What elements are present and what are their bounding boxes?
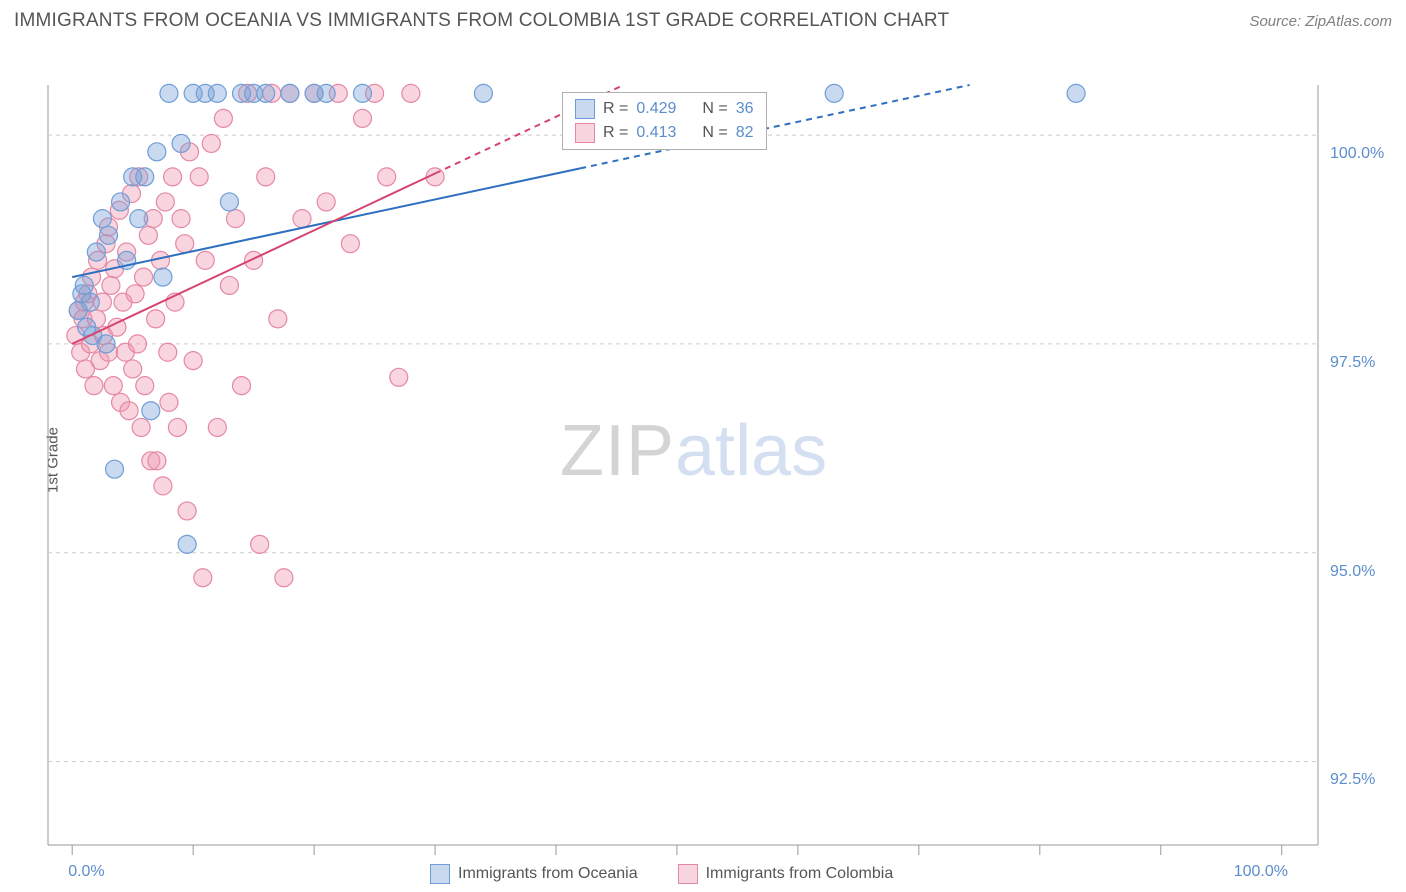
swatch-colombia [678,864,698,884]
swatch-oceania [575,99,595,119]
r-label: R = [603,100,628,118]
stats-row-colombia: R = 0.413 N = 82 [571,121,758,145]
y-tick-label: 97.5% [1330,354,1375,372]
n-value-oceania: 36 [736,100,754,118]
series-legend: Immigrants from Oceania Immigrants from … [430,864,893,884]
legend-label-colombia: Immigrants from Colombia [706,865,894,883]
legend-item-colombia: Immigrants from Colombia [678,864,894,884]
stats-legend: R = 0.429 N = 36 R = 0.413 N = 82 [562,92,767,150]
r-label: R = [603,124,628,142]
scatter-plot-svg [0,40,1406,880]
chart-header: IMMIGRANTS FROM OCEANIA VS IMMIGRANTS FR… [0,0,1406,40]
x-tick-label: 0.0% [68,863,104,881]
plot-wrapper: 1st Grade ZIPatlas R = 0.429 N = 36 R = … [0,40,1406,880]
r-value-colombia: 0.413 [636,124,676,142]
chart-source: Source: ZipAtlas.com [1249,13,1392,30]
swatch-oceania [430,864,450,884]
stats-row-oceania: R = 0.429 N = 36 [571,97,758,121]
legend-label-oceania: Immigrants from Oceania [458,865,638,883]
n-label: N = [702,124,727,142]
swatch-colombia [575,123,595,143]
chart-title: IMMIGRANTS FROM OCEANIA VS IMMIGRANTS FR… [14,10,949,32]
y-tick-label: 100.0% [1330,145,1384,163]
n-label: N = [702,100,727,118]
r-value-oceania: 0.429 [636,100,676,118]
x-tick-label: 100.0% [1234,863,1288,881]
y-tick-label: 95.0% [1330,563,1375,581]
n-value-colombia: 82 [736,124,754,142]
legend-item-oceania: Immigrants from Oceania [430,864,638,884]
y-tick-label: 92.5% [1330,771,1375,789]
